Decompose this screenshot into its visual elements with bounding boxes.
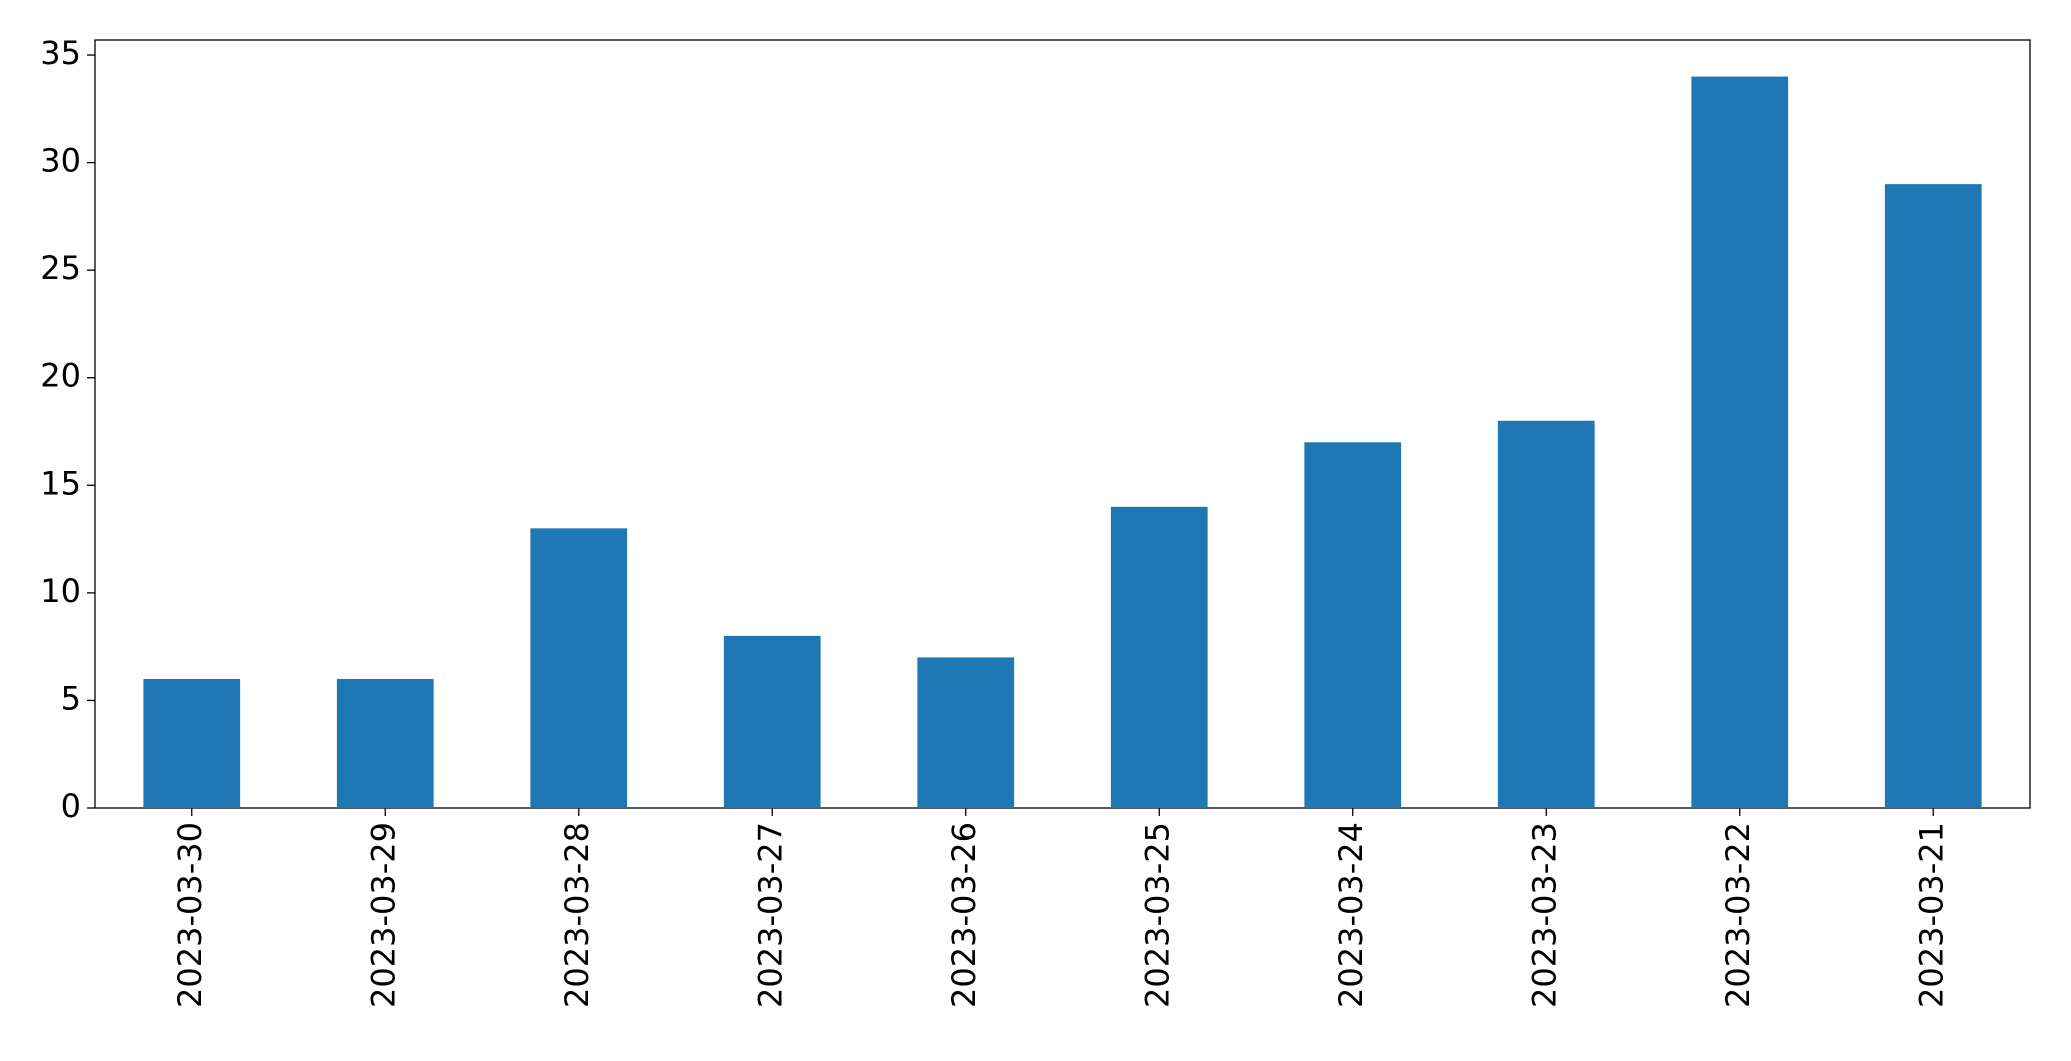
x-tick-label: 2023-03-26 (945, 822, 983, 1008)
bar (1497, 420, 1595, 808)
x-tick-label: 2023-03-28 (558, 822, 596, 1008)
bar (1691, 76, 1789, 809)
x-tick-label: 2023-03-22 (1719, 822, 1757, 1008)
y-tick-label: 5 (61, 679, 81, 717)
x-tick-label: 2023-03-24 (1332, 822, 1370, 1008)
bar (143, 678, 241, 808)
bar (1304, 442, 1402, 808)
x-tick-label: 2023-03-27 (751, 822, 789, 1008)
y-tick-label: 0 (61, 787, 81, 825)
y-tick-label: 20 (40, 357, 81, 395)
bar (336, 678, 434, 808)
y-tick-label: 35 (40, 34, 81, 72)
bar (1110, 506, 1208, 808)
bar (917, 657, 1015, 808)
y-tick-label: 15 (40, 464, 81, 502)
x-tick-label: 2023-03-23 (1525, 822, 1563, 1008)
y-tick-label: 25 (40, 249, 81, 287)
x-tick-label: 2023-03-25 (1138, 822, 1176, 1008)
y-tick-label: 30 (40, 142, 81, 180)
y-tick-label: 10 (40, 572, 81, 610)
x-tick-label: 2023-03-30 (171, 822, 209, 1008)
x-tick-label: 2023-03-29 (364, 822, 402, 1008)
bar (723, 635, 821, 808)
plot-frame (94, 39, 2031, 809)
bar (1884, 184, 1982, 808)
x-tick-label: 2023-03-21 (1912, 822, 1950, 1008)
bar (530, 528, 628, 808)
